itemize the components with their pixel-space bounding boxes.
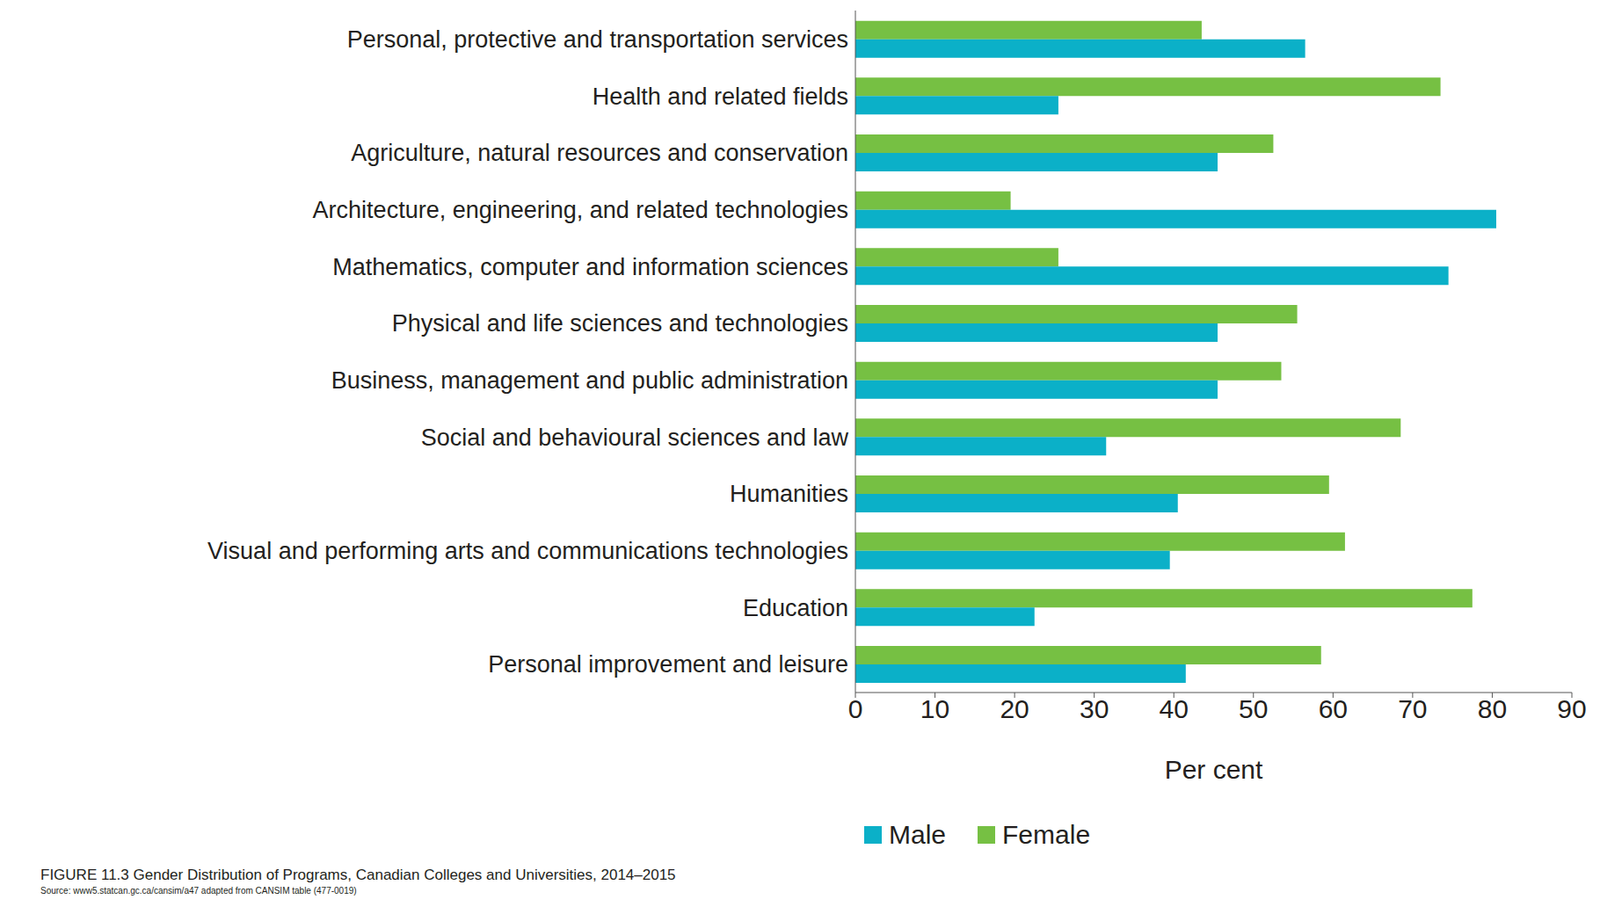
svg-text:Agriculture, natural resources: Agriculture, natural resources and conse…	[350, 139, 849, 167]
html-text:Source: www5.statcan.gc.ca/can: Source: www5.statcan.gc.ca/cansim/a47 ad…	[40, 886, 357, 896]
svg-text:Education: Education	[742, 595, 849, 622]
svg-text:60: 60	[1318, 694, 1348, 724]
svg-text:10: 10	[920, 694, 950, 724]
html-text:Female: Female	[1002, 820, 1091, 850]
svg-text:0: 0	[848, 694, 864, 724]
svg-text:90: 90	[1556, 694, 1586, 724]
svg-text:Health and related fields: Health and related fields	[592, 83, 849, 110]
svg-text:Per cent: Per cent	[1164, 755, 1264, 785]
svg-text:20: 20	[999, 694, 1029, 724]
svg-text:Humanities: Humanities	[729, 480, 849, 508]
svg-text:Physical and life sciences and: Physical and life sciences and technolog…	[392, 310, 849, 337]
svg-text:30: 30	[1079, 694, 1109, 724]
svg-text:Social and behavioural science: Social and behavioural sciences and law	[421, 424, 850, 451]
html-text:Male: Male	[888, 820, 946, 850]
svg-text:40: 40	[1159, 694, 1189, 724]
svg-text:Visual and performing arts and: Visual and performing arts and communica…	[207, 538, 849, 565]
svg-text:Business, management and publi: Business, management and public administ…	[331, 367, 849, 394]
svg-text:Personal improvement and leisu: Personal improvement and leisure	[487, 651, 849, 678]
svg-text:Personal, protective and trans: Personal, protective and transportation …	[347, 26, 849, 53]
html-text:FIGURE 11.3 Gender Distributio: FIGURE 11.3 Gender Distribution of Progr…	[40, 866, 676, 884]
svg-text:80: 80	[1477, 694, 1507, 724]
svg-text:70: 70	[1397, 694, 1427, 724]
svg-text:50: 50	[1238, 694, 1268, 724]
svg-text:Mathematics, computer and info: Mathematics, computer and information sc…	[332, 254, 849, 281]
svg-text:Architecture, engineering, and: Architecture, engineering, and related t…	[312, 196, 849, 224]
